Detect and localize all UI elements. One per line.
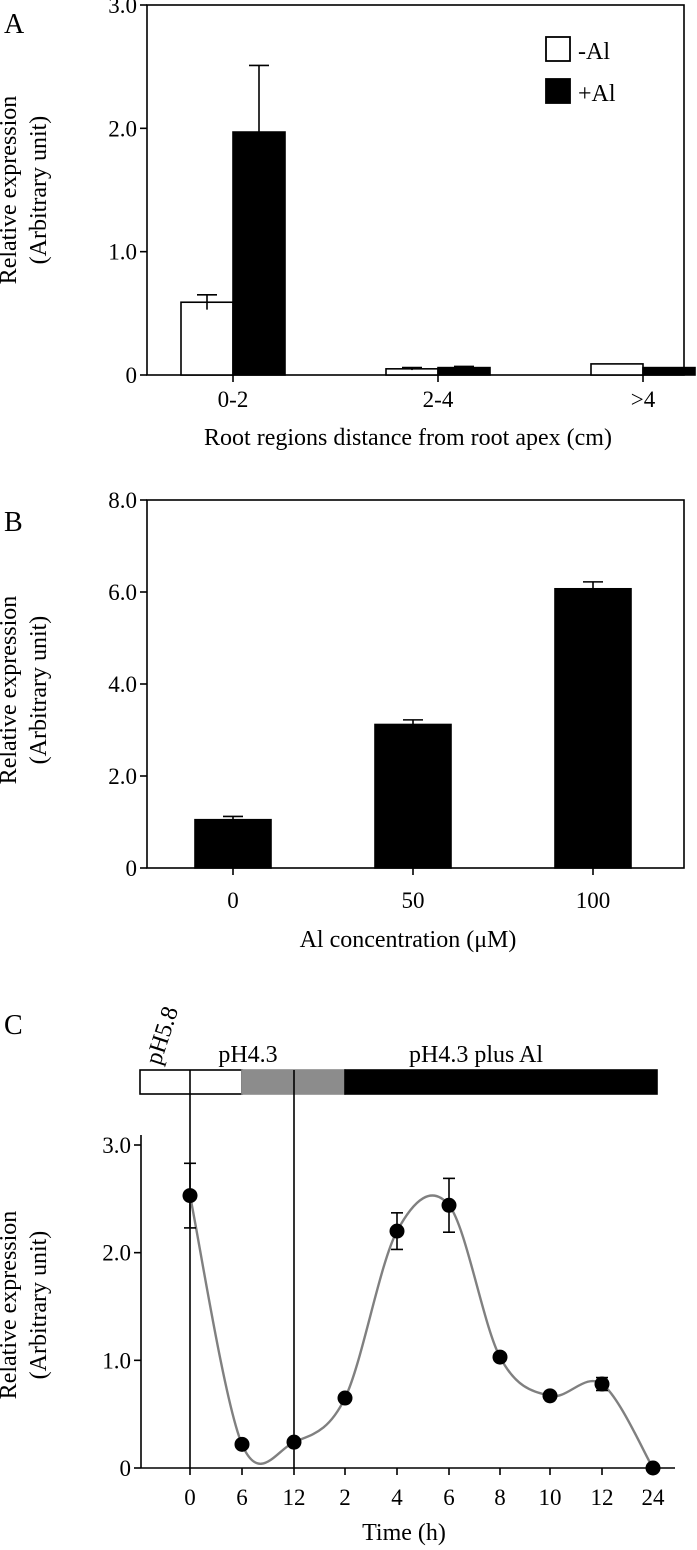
legend: -Al +Al: [545, 36, 616, 107]
treatment-phase-bar: pH5.8 pH4.3 pH4.3 plus Al: [139, 1003, 658, 1095]
phase-segment: [139, 1069, 243, 1095]
y-tick-label: 2.0: [108, 764, 137, 789]
y-tick-label: 0: [126, 856, 138, 881]
bar: [642, 366, 696, 376]
bar: [590, 363, 644, 376]
phase-label: pH4.3 plus Al: [409, 1042, 543, 1068]
x-tick-label: 100: [576, 888, 611, 913]
y-axis-label-line: (Arbitrary unit): [26, 616, 52, 765]
y-tick-label: 0: [126, 363, 138, 388]
panel-label: A: [4, 9, 25, 40]
x-tick-label: 0: [184, 1485, 196, 1510]
x-tick-label: 12: [283, 1485, 306, 1510]
data-point: [389, 1223, 405, 1239]
y-tick-label: 4.0: [108, 672, 137, 697]
x-tick-label: 10: [539, 1485, 562, 1510]
y-axis-label-line: Relative expression: [0, 1211, 22, 1400]
y-tick-label: 1.0: [108, 240, 137, 265]
y-axis-label: Relative expression (Arbitrary unit): [0, 596, 52, 785]
y-tick-label: 3.0: [102, 1133, 131, 1158]
x-tick-label: 0-2: [218, 387, 249, 412]
y-tick-label: 0: [120, 1456, 132, 1481]
bar: [194, 818, 272, 869]
y-axis-label-line: Relative expression: [0, 96, 22, 285]
y-axis-label: Relative expression (Arbitrary unit): [0, 96, 52, 285]
y-tick-label: 2.0: [108, 116, 137, 141]
x-tick-label: 12: [591, 1485, 614, 1510]
x-tick-label: 0: [227, 888, 239, 913]
bar: [374, 723, 452, 869]
y-tick-label: 6.0: [108, 580, 137, 605]
bar: [554, 587, 632, 869]
y-tick-label: 2.0: [102, 1241, 131, 1266]
series-line: [188, 1194, 655, 1469]
panel-a: A 0 1.0 2.0 3.0 0-2 2-4 >4 -Al +Al Relative expres…: [0, 0, 696, 451]
y-tick-label: 3.0: [108, 0, 137, 18]
x-tick-label: 2: [339, 1485, 351, 1510]
x-axis-label: Al concentration (μM): [300, 927, 517, 953]
data-point: [234, 1436, 250, 1452]
y-tick-label: 1.0: [102, 1348, 131, 1373]
x-axis-label: Time (h): [362, 1520, 446, 1546]
legend-label: +Al: [578, 81, 616, 107]
data-point: [286, 1434, 302, 1450]
x-tick-label: 50: [402, 888, 425, 913]
phase-label: pH4.3: [218, 1042, 277, 1068]
phase-label: pH5.8: [141, 1003, 184, 1067]
panel-label: C: [4, 1010, 23, 1041]
y-tick-label: 8.0: [108, 488, 137, 513]
x-tick-label: 24: [642, 1485, 666, 1510]
panel-label: B: [4, 507, 23, 538]
data-point: [542, 1388, 558, 1404]
bar: [437, 366, 491, 376]
y-axis-label-line: Relative expression: [0, 596, 22, 785]
data-point: [594, 1376, 610, 1392]
bar: [232, 131, 286, 376]
y-axis-label-line: (Arbitrary unit): [26, 116, 52, 265]
x-tick-label: 8: [494, 1485, 506, 1510]
panel-b: B 0 2.0 4.0 6.0 8.0 0 50 100 Relative expression(…: [0, 488, 685, 953]
bar: [180, 301, 234, 376]
x-tick-label: 4: [391, 1485, 403, 1510]
data-point: [492, 1349, 508, 1365]
y-axis-label-line: (Arbitrary unit): [26, 1231, 52, 1380]
legend-swatch: [545, 36, 571, 62]
data-point: [645, 1460, 661, 1476]
x-tick-label: 2-4: [423, 387, 454, 412]
legend-swatch: [545, 78, 571, 104]
data-point: [337, 1390, 353, 1406]
data-point: [441, 1197, 457, 1213]
phase-segment: [344, 1069, 658, 1095]
x-tick-label: >4: [631, 387, 656, 412]
x-tick-label: 6: [236, 1485, 248, 1510]
x-tick-label: 6: [443, 1485, 455, 1510]
legend-label: -Al: [578, 39, 610, 65]
x-axis-label: Root regions distance from root apex (cm…: [204, 425, 612, 451]
y-axis-label: Relative expression (Arbitrary unit): [0, 1211, 52, 1400]
data-point: [182, 1188, 198, 1204]
